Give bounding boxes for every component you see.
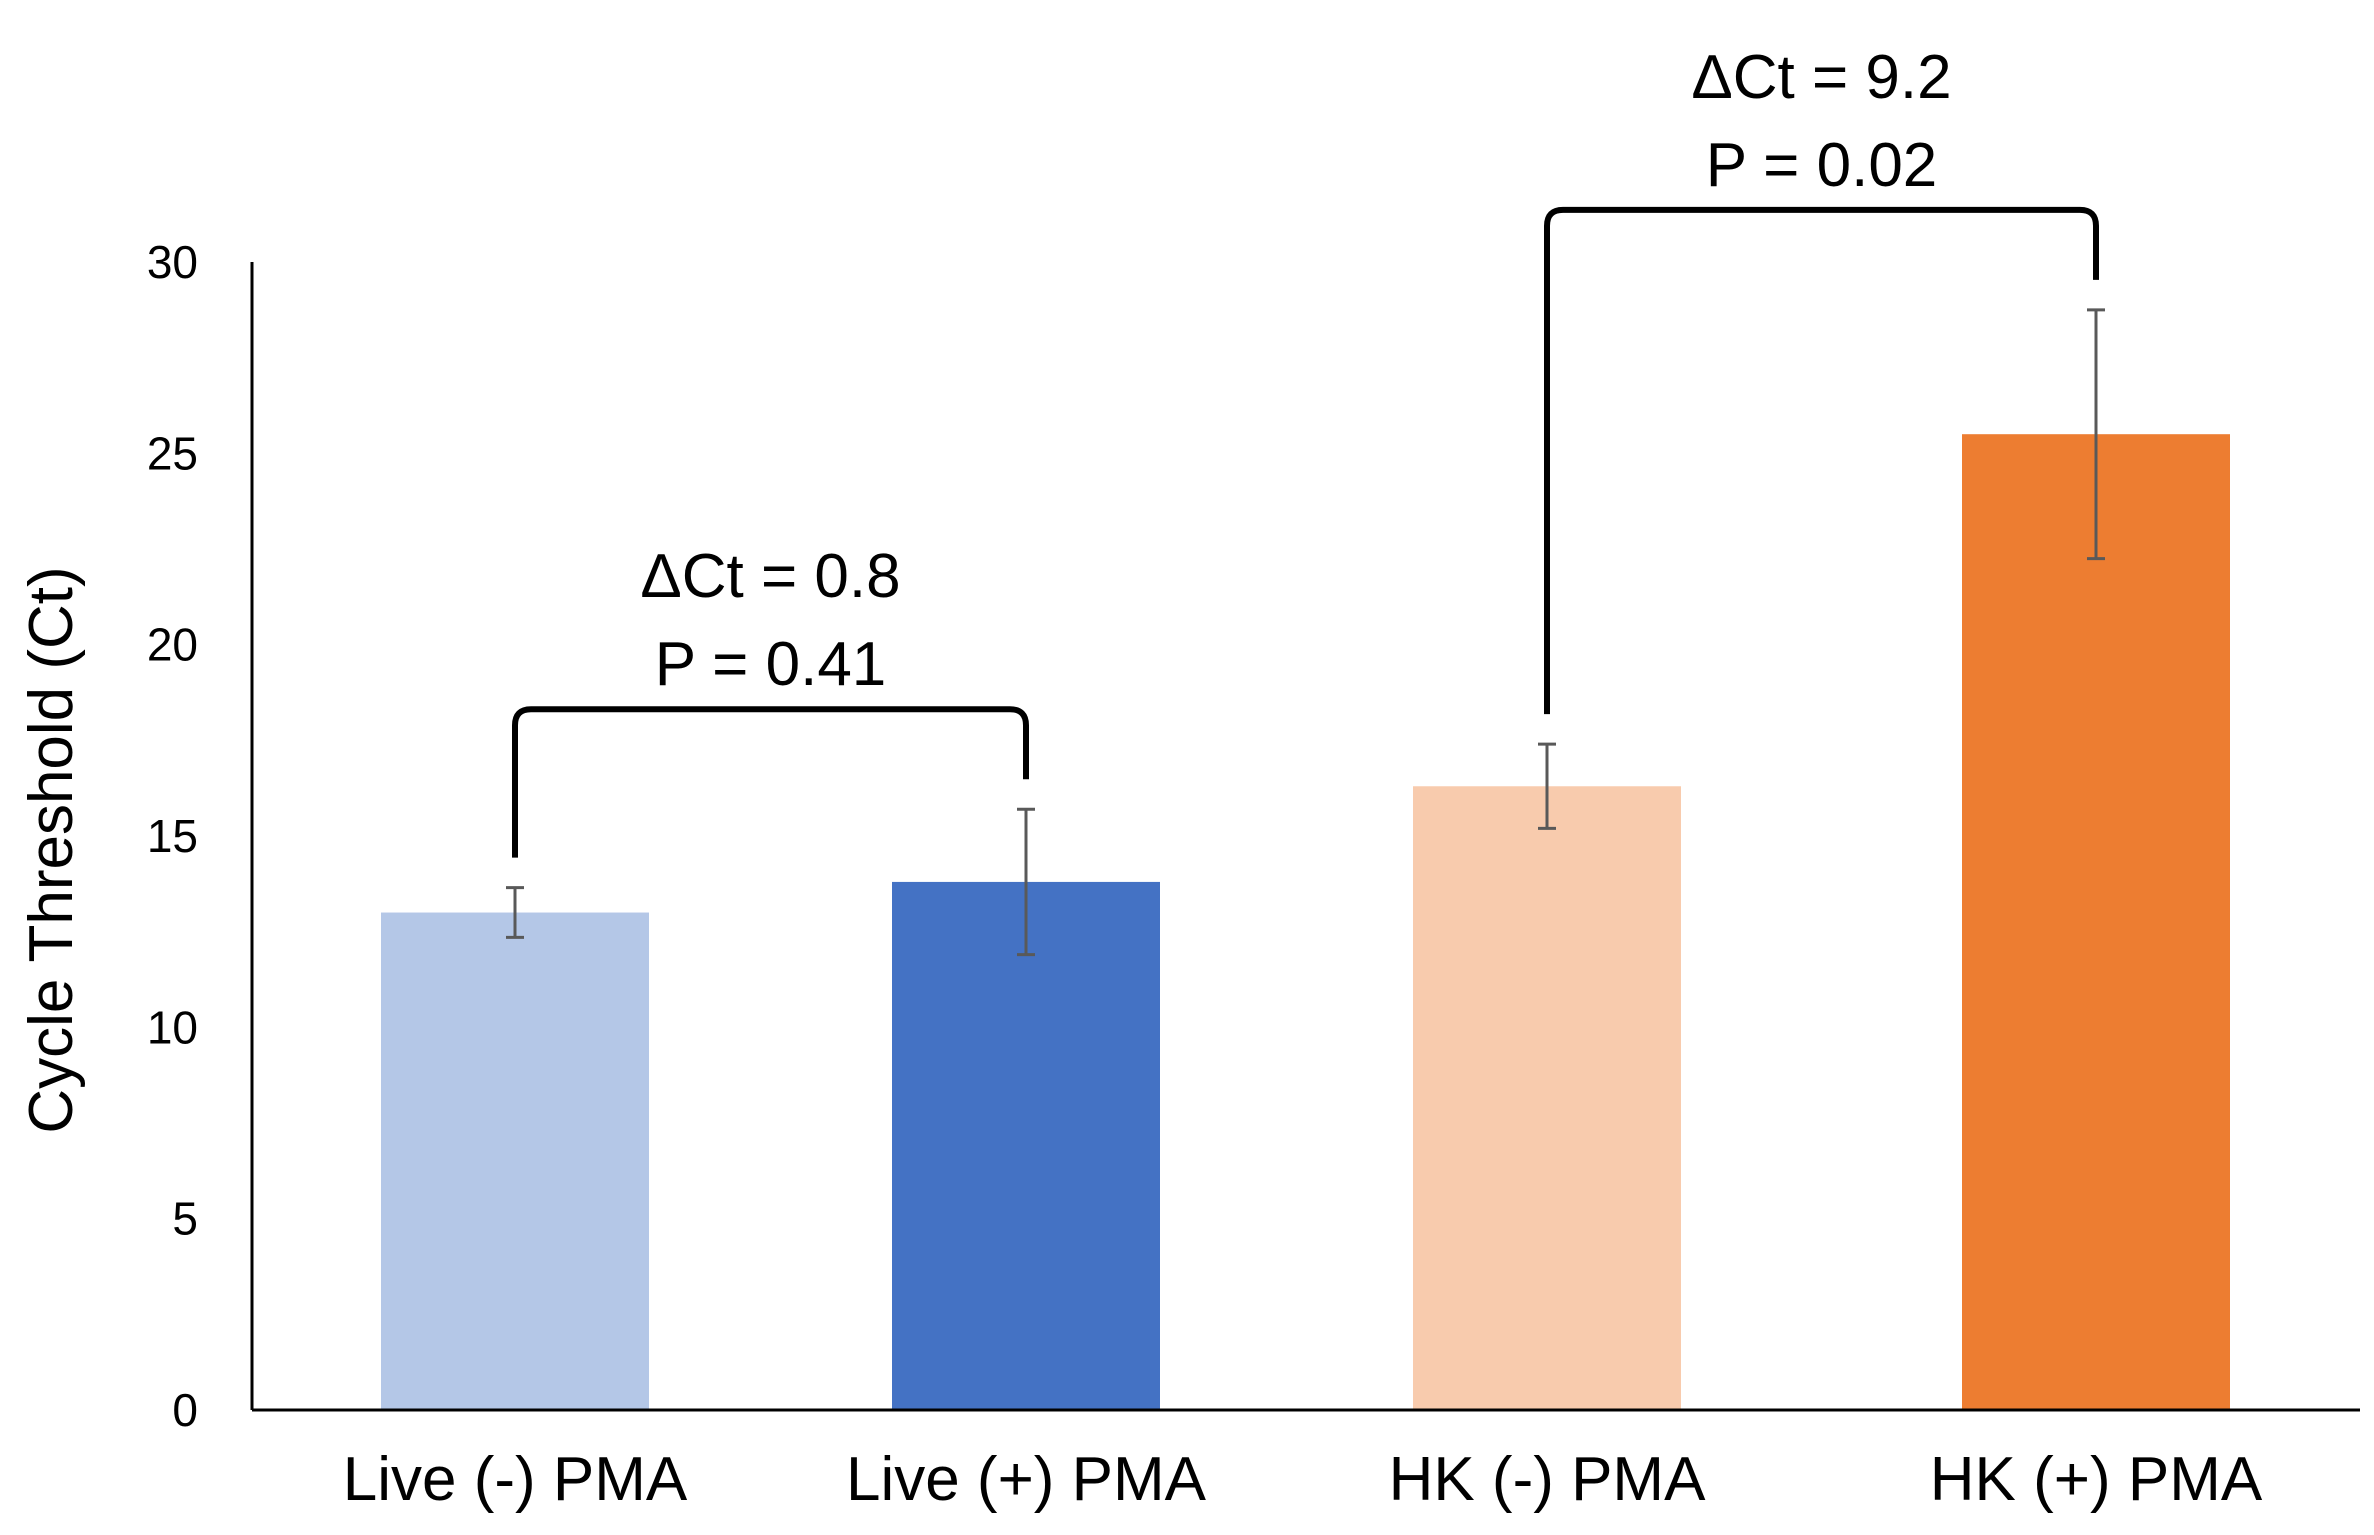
y-tick-label: 25 [147, 427, 198, 479]
x-tick-label: Live (+) PMA [846, 1445, 1207, 1514]
y-tick-label: 15 [147, 810, 198, 862]
p-value-label: P = 0.02 [1706, 131, 1938, 200]
bars [381, 434, 2230, 1410]
significance-annotations: ΔCt = 0.8 P = 0.41 ΔCt = 9.2 P = 0.02 [512, 43, 2099, 858]
bar-hk-pma [1962, 434, 2230, 1410]
y-tick-label: 5 [172, 1193, 198, 1245]
y-tick-label: 0 [172, 1384, 198, 1436]
y-axis-title: Cycle Threshold (Ct) [17, 566, 86, 1133]
error-bar [506, 886, 524, 939]
y-tick-label: 20 [147, 619, 198, 671]
bar-hk-pma [1413, 786, 1681, 1410]
significance-bracket [512, 706, 1029, 858]
bar-live-pma [892, 881, 1160, 1410]
y-axis-ticks: 0 5 10 15 20 25 30 [147, 236, 198, 1436]
significance-bracket-group: ΔCt = 0.8 P = 0.41 [512, 542, 1029, 858]
delta-ct-label: ΔCt = 0.8 [640, 542, 900, 611]
p-value-label: P = 0.41 [655, 630, 887, 699]
bar-live-pma [381, 912, 649, 1410]
x-tick-label: Live (-) PMA [343, 1445, 688, 1514]
significance-bracket [1544, 206, 2099, 715]
delta-ct-label: ΔCt = 9.2 [1691, 43, 1951, 112]
x-tick-label: HK (-) PMA [1389, 1445, 1707, 1514]
y-tick-label: 30 [147, 236, 198, 288]
error-bar [2087, 308, 2105, 561]
x-tick-label: HK (+) PMA [1930, 1445, 2263, 1514]
error-bar [1017, 807, 1035, 957]
significance-bracket-group: ΔCt = 9.2 P = 0.02 [1544, 43, 2099, 715]
error-bar [1538, 742, 1556, 830]
x-axis-labels: Live (-) PMA Live (+) PMA HK (-) PMA HK (+)… [343, 1445, 2263, 1514]
y-tick-label: 10 [147, 1001, 198, 1053]
error-bars [506, 308, 2105, 957]
